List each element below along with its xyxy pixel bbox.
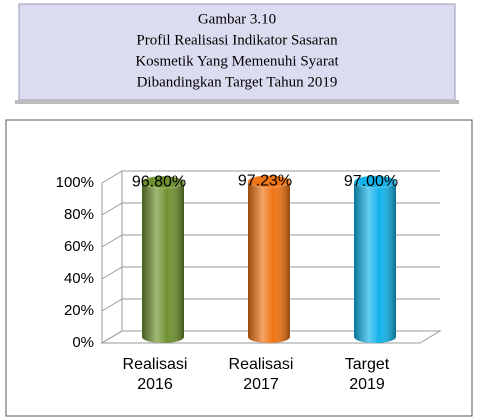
bar-shade bbox=[248, 181, 290, 343]
y-tick-label: 60% bbox=[64, 238, 94, 255]
bar bbox=[141, 175, 185, 343]
bar-top bbox=[247, 174, 291, 188]
chart-title: Kosmetik Yang Memenuhi Syarat bbox=[135, 53, 339, 69]
x-tick-label: Realisasi bbox=[229, 356, 294, 373]
y-tick-label: 20% bbox=[64, 302, 94, 319]
data-label: 96.80% bbox=[132, 173, 186, 190]
bar-top bbox=[353, 175, 397, 189]
x-tick-label: 2016 bbox=[137, 376, 173, 393]
grid-line bbox=[101, 202, 440, 216]
y-tick-label: 80% bbox=[64, 206, 94, 223]
x-tick-label: 2019 bbox=[349, 376, 385, 393]
x-tick-label: Target bbox=[345, 356, 390, 373]
bar bbox=[353, 175, 397, 343]
bar-shade bbox=[142, 182, 184, 343]
chart-title: Profil Realisasi Indikator Sasaran bbox=[136, 32, 338, 48]
chart-title: Gambar 3.10 bbox=[198, 11, 276, 27]
grid-line bbox=[101, 330, 440, 344]
chart-title: Dibandingkan Target Tahun 2019 bbox=[137, 74, 338, 90]
y-tick-label: 100% bbox=[56, 174, 94, 191]
grid-line bbox=[101, 266, 440, 280]
y-tick-label: 0% bbox=[72, 334, 94, 351]
grid-line bbox=[101, 170, 440, 184]
grid-line bbox=[101, 234, 440, 248]
grid-line bbox=[101, 298, 440, 312]
caption-box bbox=[18, 3, 456, 101]
bar-shade bbox=[354, 181, 396, 343]
bar-top bbox=[141, 175, 185, 189]
bar bbox=[247, 174, 291, 343]
data-label: 97.23% bbox=[238, 173, 292, 190]
x-tick-label: Realisasi bbox=[123, 356, 188, 373]
y-tick-label: 40% bbox=[64, 270, 94, 287]
data-label: 97.00% bbox=[344, 173, 398, 190]
x-tick-label: 2017 bbox=[243, 376, 279, 393]
caption-shadow bbox=[15, 100, 459, 104]
